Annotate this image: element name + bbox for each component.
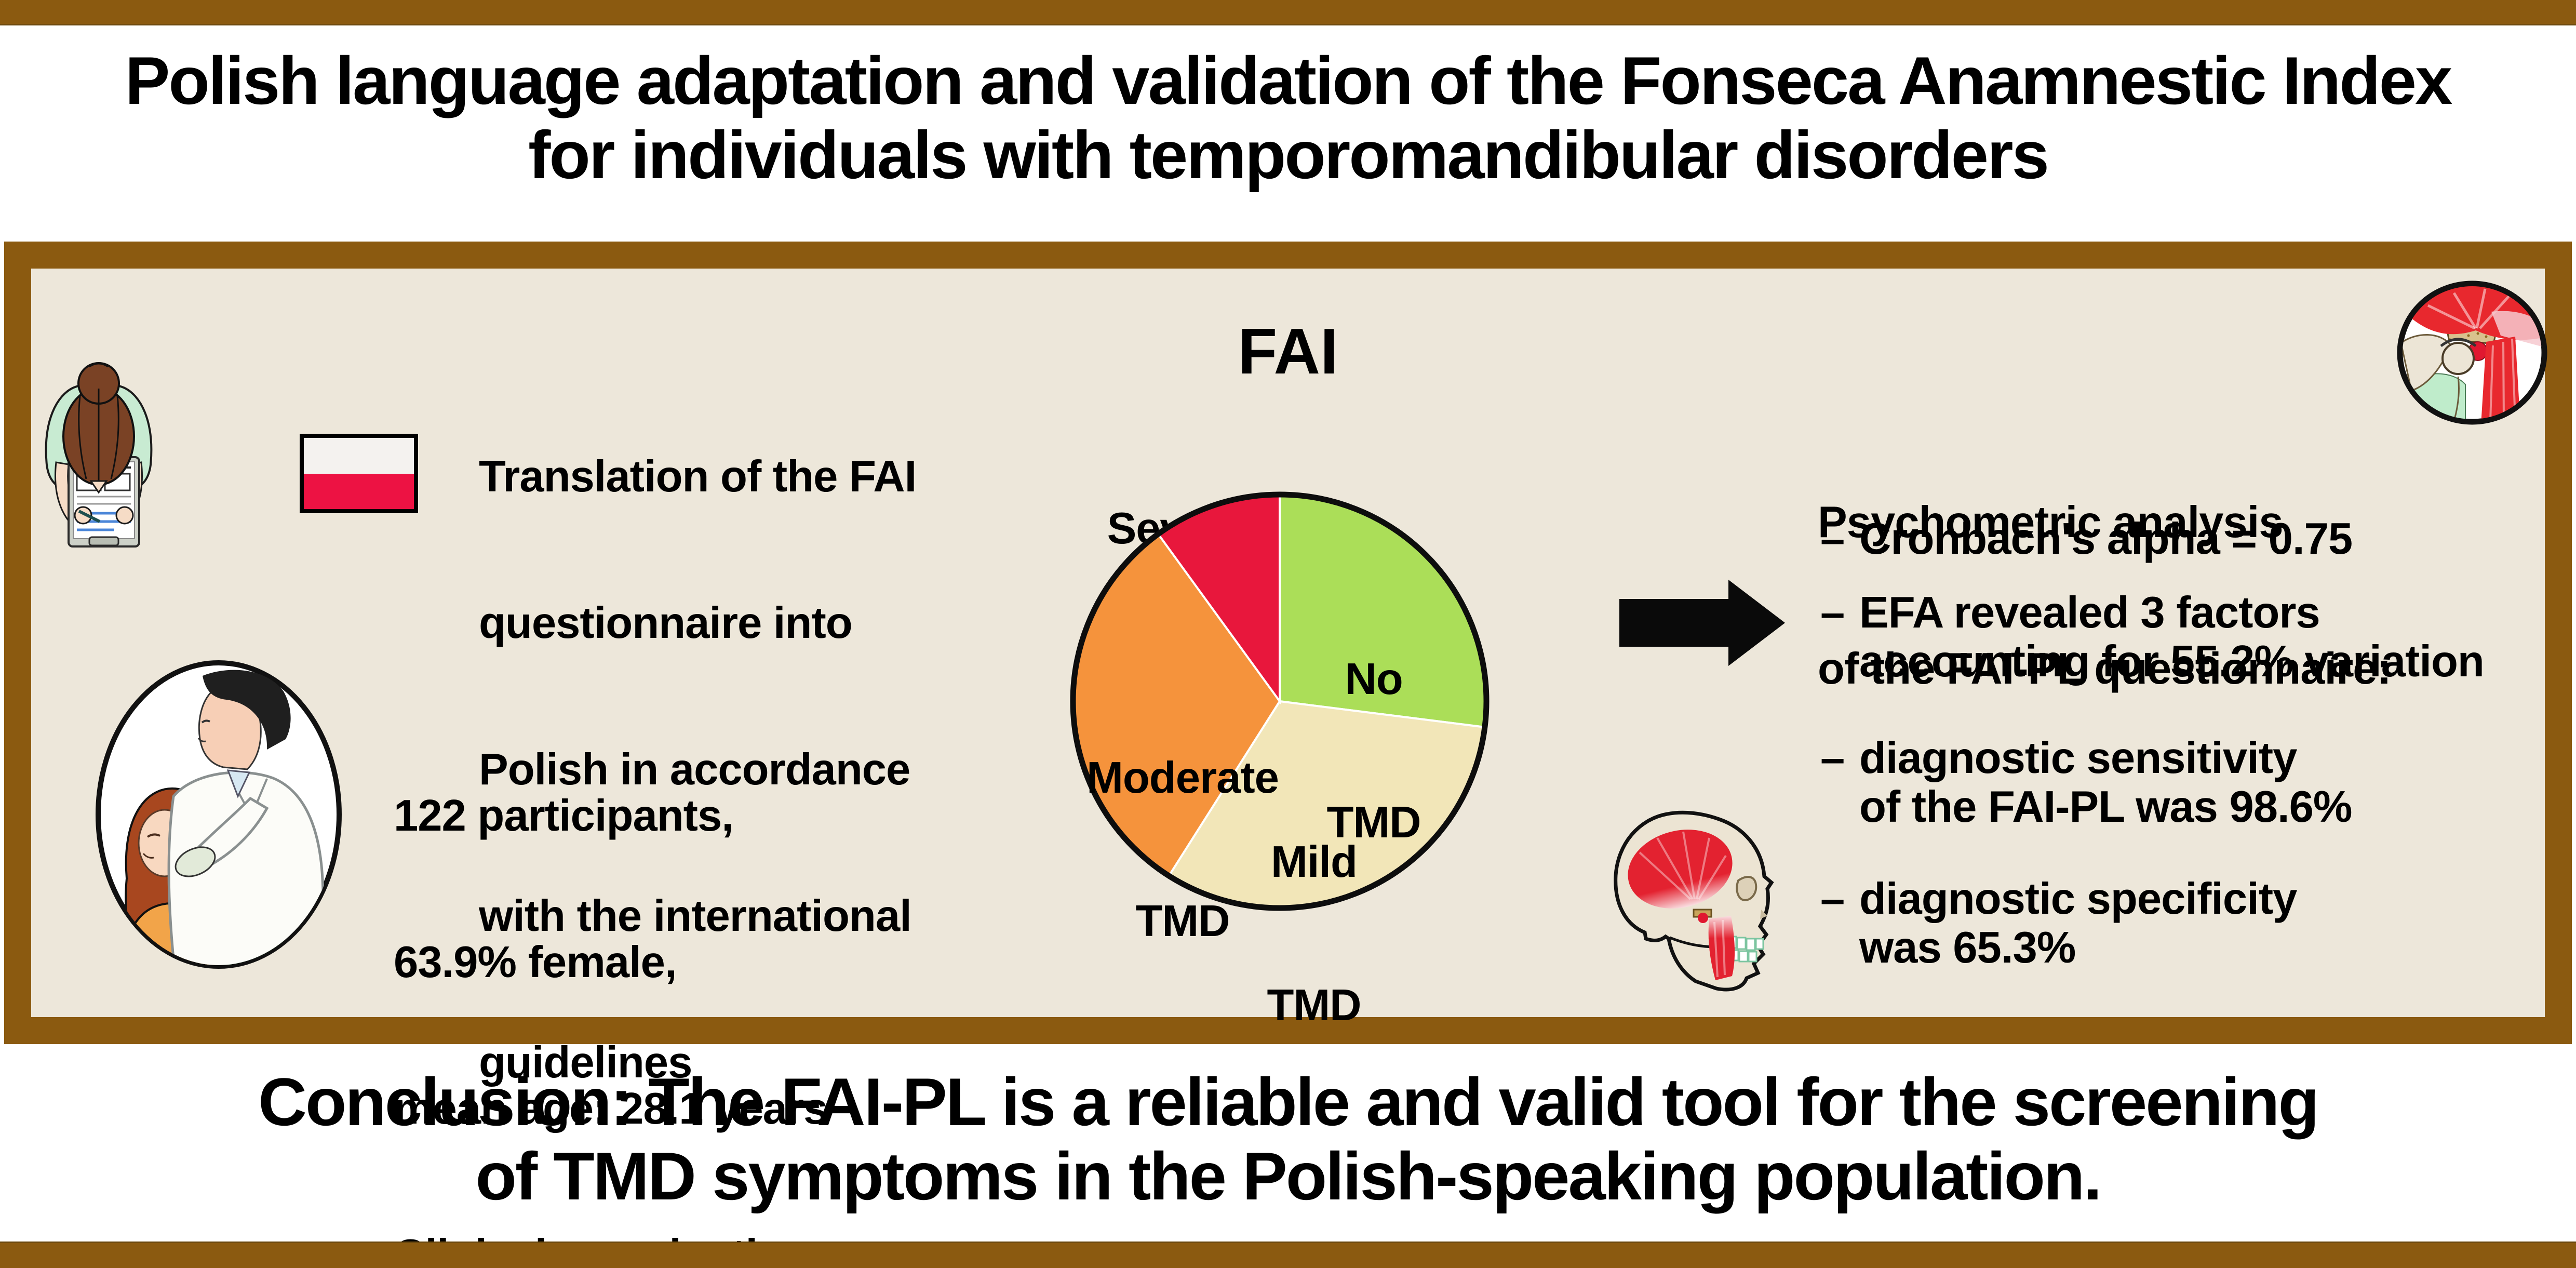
fai-pie-chart — [1068, 489, 1492, 913]
pie-label-no-tmd: No TMD — [1326, 655, 1421, 847]
tmj-anatomy-illustration — [2397, 281, 2547, 425]
translation-line: Translation of the FAI — [479, 452, 917, 501]
conclusion-line1: Conclusion: The FAI-PL is a reliable and… — [258, 1064, 2319, 1140]
researcher-filling-questionnaire-illustration — [42, 358, 156, 551]
translation-line: questionnaire into — [479, 598, 853, 648]
clinical-examination-illustration — [96, 660, 342, 969]
page-title: Polish language adaptation and validatio… — [0, 44, 2576, 192]
bullet-cronbach: – Cronbach's alpha = 0.75 — [1820, 514, 2353, 564]
psychometric-heading: Psychometric analysis of the FAI-PL ques… — [1818, 498, 2392, 693]
poland-flag-icon — [300, 434, 418, 513]
flag-white-stripe — [304, 438, 414, 474]
top-brown-bar — [0, 0, 2576, 25]
conclusion-text: Conclusion: The FAI-PL is a reliable and… — [0, 1065, 2576, 1213]
bottom-brown-bar — [0, 1242, 2576, 1268]
bullet-specificity: – diagnostic specificity was 65.3% — [1820, 874, 2297, 972]
flag-red-stripe — [304, 473, 414, 509]
translation-line: Polish in accordance — [479, 745, 910, 794]
participants-line: 122 participants, — [394, 791, 734, 840]
arrow-right-icon — [1619, 580, 1786, 666]
translation-line: guidelines — [479, 1038, 692, 1087]
participants-line: mean age: 28.1 years — [394, 1084, 828, 1133]
bullet-efa: – EFA revealed 3 factors accounting for … — [1820, 588, 2485, 686]
translation-text: Translation of the FAI questionnaire int… — [479, 355, 917, 1185]
bullet-dash: – — [1820, 588, 1845, 637]
page-title-line2: for individuals with temporomandibular d… — [528, 117, 2049, 193]
bullet-dash: – — [1820, 733, 1845, 783]
participants-line: 63.9% female, — [394, 938, 677, 987]
bullet-dash: – — [1820, 874, 1845, 924]
bullet-sensitivity: – diagnostic sensitivity of the FAI-PL w… — [1820, 733, 2352, 832]
page-title-line1: Polish language adaptation and validatio… — [125, 43, 2453, 118]
bullet-dash: – — [1820, 514, 1845, 564]
conclusion-line2: of TMD symptoms in the Polish-speaking p… — [475, 1138, 2102, 1214]
pie-chart-title: FAI — [1238, 316, 1338, 388]
pie-label-moderate-tmd: Moderate TMD — [1086, 753, 1279, 946]
pie-label-mild-tmd: Mild TMD — [1267, 837, 1361, 1030]
skull-jaw-muscles-illustration — [1607, 808, 1779, 995]
translation-line: with the international — [479, 891, 912, 941]
